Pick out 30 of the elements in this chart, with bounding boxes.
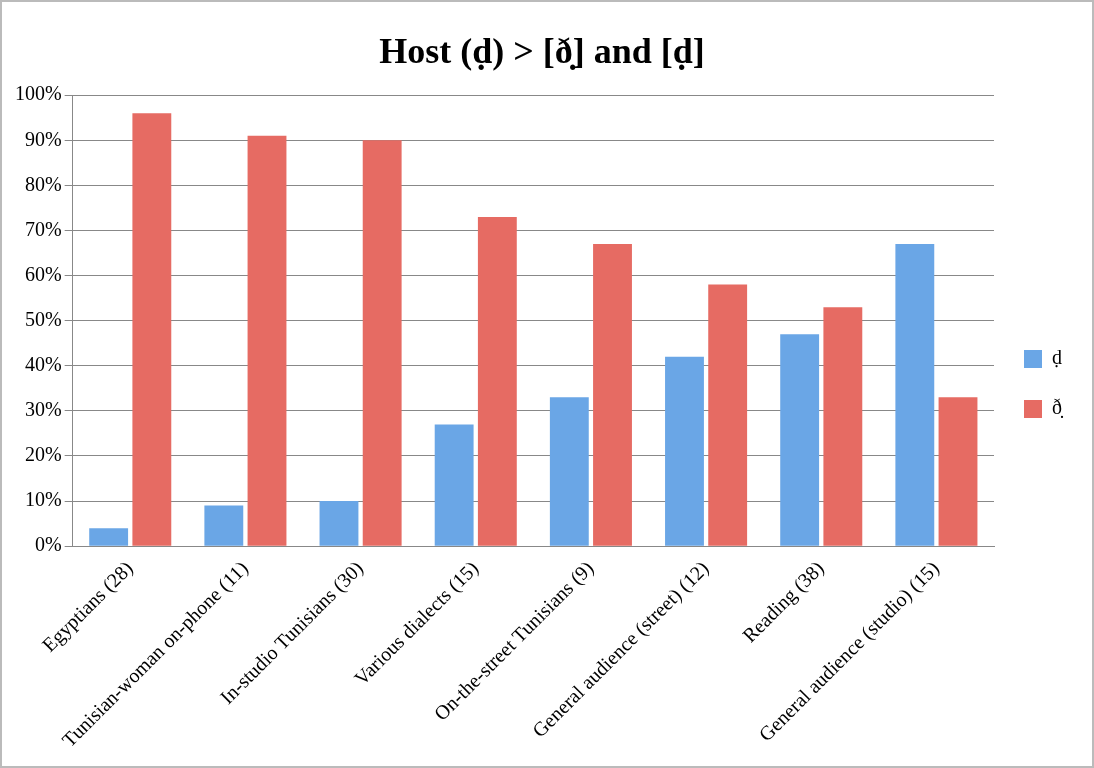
- chart-title: Host (ḍ) > [ð̣] and [ḍ]: [379, 30, 705, 71]
- y-tick-label: 0%: [34, 533, 62, 556]
- y-tick-label: 50%: [24, 307, 62, 330]
- y-tick-label: 70%: [24, 217, 62, 240]
- y-tick-label: 90%: [24, 127, 62, 150]
- legend-label: ð̣: [1052, 396, 1064, 419]
- bar: [938, 397, 978, 546]
- bar: [319, 501, 359, 546]
- bar: [665, 356, 704, 546]
- bar: [132, 113, 172, 546]
- bar: [895, 244, 935, 546]
- bar: [247, 135, 287, 546]
- bar: [434, 424, 474, 546]
- bar: [204, 505, 244, 546]
- y-tick-label: 40%: [24, 353, 62, 376]
- bar: [477, 216, 517, 546]
- y-tick-label: 100%: [14, 82, 62, 105]
- y-tick-label: 30%: [24, 398, 62, 421]
- bar: [780, 334, 820, 546]
- bar: [708, 284, 748, 546]
- y-tick-label: 60%: [24, 262, 62, 285]
- bar: [823, 307, 863, 546]
- bar: [549, 397, 589, 546]
- y-tick-label: 20%: [24, 443, 62, 466]
- y-tick-label: 10%: [24, 488, 62, 511]
- bar: [89, 528, 129, 546]
- bar: [362, 140, 402, 546]
- y-tick-label: 80%: [24, 172, 62, 195]
- bar: [593, 244, 632, 546]
- legend-label: ḍ: [1052, 346, 1062, 369]
